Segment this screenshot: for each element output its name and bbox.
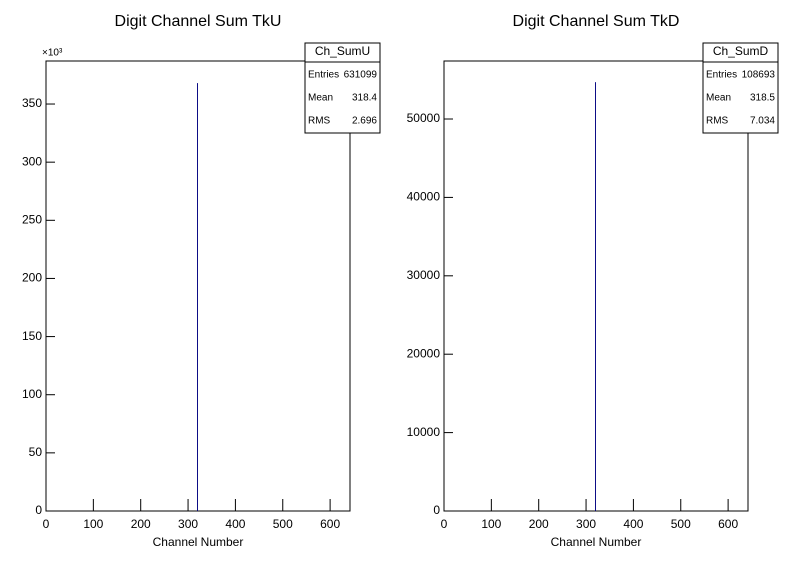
x-tick-label: 0 bbox=[441, 517, 448, 531]
x-tick-label: 300 bbox=[178, 517, 198, 531]
x-tick-label: 0 bbox=[43, 517, 50, 531]
stats-name: Ch_SumD bbox=[713, 44, 769, 58]
y-tick-label: 30000 bbox=[407, 268, 441, 282]
stats-value: 631099 bbox=[344, 70, 378, 81]
x-tick-label: 600 bbox=[718, 517, 738, 531]
stats-value: 318.4 bbox=[352, 93, 377, 104]
y-multiplier: ×10³ bbox=[42, 48, 63, 59]
stats-box bbox=[702, 42, 779, 134]
chart-title: Digit Channel Sum TkD bbox=[513, 13, 680, 30]
x-tick-label: 500 bbox=[273, 517, 293, 531]
x-tick-label: 300 bbox=[576, 517, 596, 531]
x-tick-label: 200 bbox=[529, 517, 549, 531]
stats-label: Entries bbox=[308, 70, 339, 81]
x-tick-label: 400 bbox=[225, 517, 245, 531]
x-tick-label: 600 bbox=[320, 517, 340, 531]
x-tick-label: 200 bbox=[131, 517, 151, 531]
y-tick-label: 0 bbox=[35, 503, 42, 517]
y-tick-label: 10000 bbox=[407, 425, 441, 439]
y-tick-label: 20000 bbox=[407, 346, 441, 360]
stats-value: 7.034 bbox=[750, 116, 775, 127]
x-axis-label: Channel Number bbox=[551, 535, 642, 549]
stats-value: 108693 bbox=[742, 70, 776, 81]
y-tick-label: 250 bbox=[22, 212, 42, 226]
y-tick-label: 300 bbox=[22, 154, 42, 168]
bar bbox=[197, 83, 198, 512]
x-axis-label: Channel Number bbox=[153, 535, 244, 549]
x-tick-label: 400 bbox=[623, 517, 643, 531]
y-tick-label: 100 bbox=[22, 387, 42, 401]
stats-label: RMS bbox=[308, 116, 331, 127]
stats-value: 318.5 bbox=[750, 93, 775, 104]
stats-label: Mean bbox=[706, 93, 731, 104]
stats-label: Mean bbox=[308, 93, 333, 104]
y-tick-label: 350 bbox=[22, 96, 42, 110]
x-tick-label: 100 bbox=[83, 517, 103, 531]
stats-label: Entries bbox=[706, 70, 737, 81]
stats-value: 2.696 bbox=[352, 116, 377, 127]
x-tick-label: 500 bbox=[671, 517, 691, 531]
y-tick-label: 40000 bbox=[407, 190, 441, 204]
chart-title: Digit Channel Sum TkU bbox=[115, 13, 282, 30]
y-tick-label: 50000 bbox=[407, 111, 441, 125]
stats-box bbox=[304, 42, 381, 134]
y-tick-label: 50 bbox=[29, 445, 43, 459]
x-tick-label: 100 bbox=[481, 517, 501, 531]
y-tick-label: 200 bbox=[22, 271, 42, 285]
stats-label: RMS bbox=[706, 116, 729, 127]
y-tick-label: 0 bbox=[433, 503, 440, 517]
stats-name: Ch_SumU bbox=[315, 44, 370, 58]
bar bbox=[595, 82, 596, 512]
y-tick-label: 150 bbox=[22, 329, 42, 343]
